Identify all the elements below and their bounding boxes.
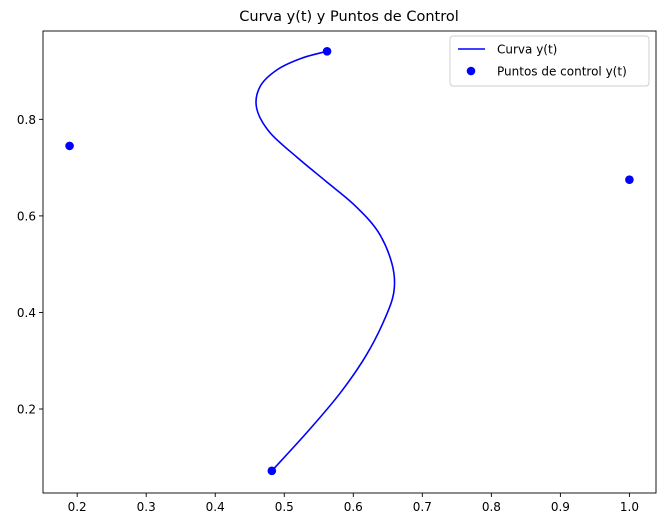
y-tick-label-0: 0.2 bbox=[17, 403, 36, 417]
legend: Curva y(t) Puntos de control y(t) bbox=[449, 35, 650, 87]
legend-label-0: Curva y(t) bbox=[497, 43, 557, 57]
x-tick-label-1: 0.3 bbox=[137, 500, 156, 514]
curve-line-0 bbox=[255, 50, 396, 472]
control-point-0 bbox=[267, 466, 277, 476]
x-tick-label-7: 0.9 bbox=[551, 500, 570, 514]
x-tick-label-3: 0.5 bbox=[275, 500, 294, 514]
legend-point-swatch bbox=[466, 66, 476, 76]
legend-label-1: Puntos de control y(t) bbox=[497, 65, 627, 79]
y-tick-label-1: 0.4 bbox=[17, 306, 36, 320]
y-tick-label-3: 0.8 bbox=[17, 113, 36, 127]
control-point-2 bbox=[65, 141, 74, 151]
x-tick-label-8: 1.0 bbox=[620, 500, 639, 514]
legend-box bbox=[449, 35, 650, 87]
x-tick-label-2: 0.4 bbox=[206, 500, 225, 514]
control-point-1 bbox=[625, 175, 634, 184]
plot-area bbox=[65, 46, 634, 476]
x-tick-label-6: 0.8 bbox=[482, 500, 501, 514]
axes: 0.2 0.3 0.4 0.5 0.6 0.7 0.8 0.9 1.0 0.2 0.4 0.6 0.8 bbox=[17, 30, 657, 514]
x-tick-label-5: 0.7 bbox=[413, 500, 432, 514]
x-tick-label-0: 0.2 bbox=[68, 500, 87, 514]
y-tick-label-2: 0.6 bbox=[17, 209, 36, 223]
control-point-3 bbox=[322, 46, 332, 56]
chart-title: Curva y(t) y Puntos de Control bbox=[239, 9, 458, 25]
x-tick-label-4: 0.6 bbox=[344, 500, 363, 514]
axes-frame bbox=[42, 30, 657, 494]
